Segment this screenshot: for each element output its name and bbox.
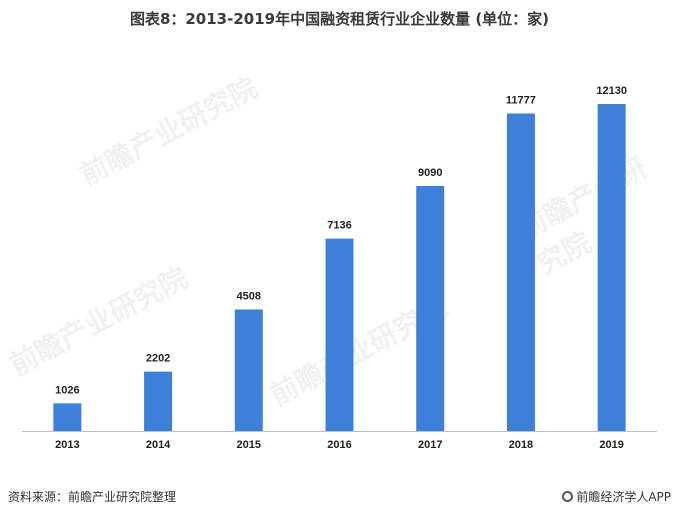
bar-2014 [144,371,173,431]
data-label-2014: 2202 [146,353,170,365]
bar-2013 [53,403,82,431]
x-tick-label-2015: 2015 [237,439,261,451]
data-label-2013: 1026 [55,384,79,396]
bar-2017 [416,185,445,431]
bar-2015 [234,309,263,431]
data-label-2017: 9090 [418,167,442,179]
source-note: 资料来源：前瞻产业研究院整理 [8,490,177,504]
data-label-2019: 12130 [596,85,627,97]
x-tick-label-2016: 2016 [327,439,351,451]
brand: 前瞻经济学人APP [562,488,671,505]
bar-chart: 1026 2013 2202 2014 4508 2015 7136 2016 9090 2017… [22,85,657,451]
data-label-2018: 11777 [506,95,536,107]
x-tick-label-2018: 2018 [509,439,533,451]
data-label-2016: 7136 [327,220,351,232]
footer: 资料来源：前瞻产业研究院整理 前瞻经济学人APP [0,482,679,516]
brand-label: 前瞻经济学人APP [576,490,671,504]
bar-2019 [597,104,626,431]
x-tick-label-2017: 2017 [418,439,442,451]
chart-title: 图表8：2013-2019年中国融资租赁行业企业数量 (单位：家) [129,10,550,28]
bar-2016 [325,238,354,431]
brand-logo-icon [562,491,574,502]
x-tick-label-2019: 2019 [599,439,623,451]
x-tick-label-2014: 2014 [146,439,171,451]
data-label-2015: 4508 [237,290,261,302]
bar-2018 [506,113,535,431]
x-tick-label-2013: 2013 [55,439,79,451]
